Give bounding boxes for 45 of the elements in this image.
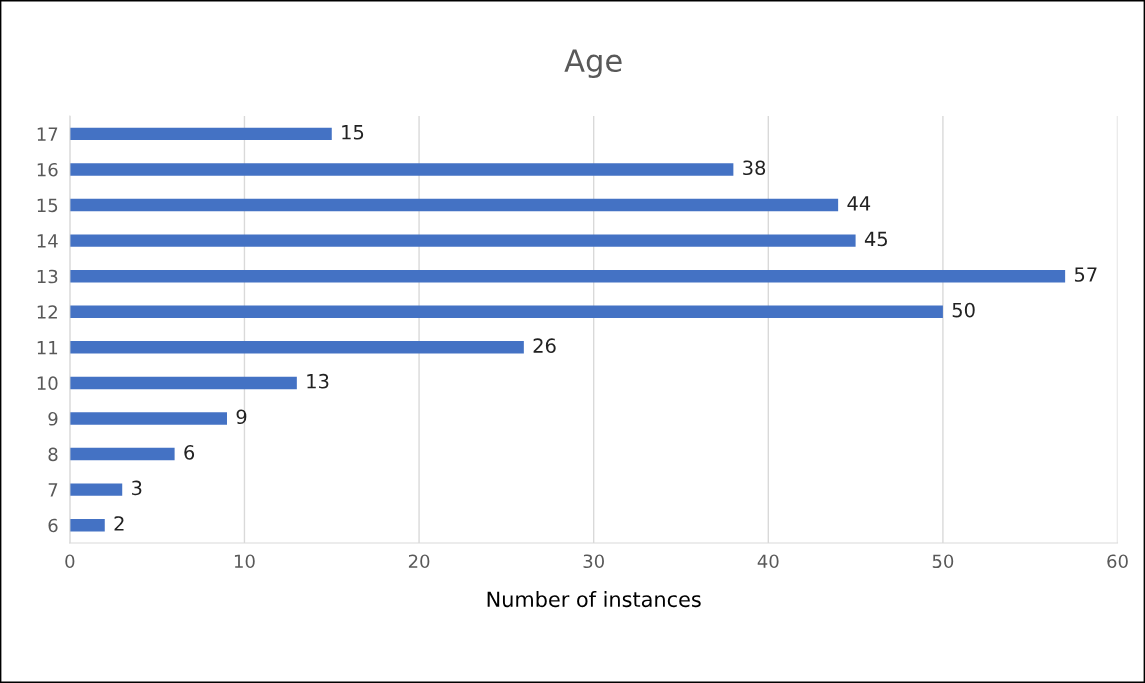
y-tick-label: 6 bbox=[48, 518, 58, 533]
bar bbox=[69, 518, 105, 532]
bar bbox=[69, 483, 123, 496]
chart-title: Age bbox=[564, 49, 622, 79]
x-tick-label: 60 bbox=[1107, 554, 1128, 569]
x-tick-label: 20 bbox=[408, 554, 430, 569]
x-tick-label: 40 bbox=[757, 554, 779, 569]
y-tick-label: 12 bbox=[37, 305, 57, 319]
bar bbox=[69, 376, 297, 390]
data-label: 45 bbox=[864, 231, 887, 247]
y-tick-label: 11 bbox=[37, 341, 58, 355]
bar bbox=[69, 127, 332, 141]
x-tick-label: 0 bbox=[65, 554, 75, 569]
data-label: 38 bbox=[743, 160, 766, 176]
bar bbox=[69, 234, 856, 247]
data-label: 26 bbox=[533, 338, 556, 353]
bar bbox=[69, 305, 943, 318]
data-label: 15 bbox=[342, 125, 364, 140]
data-label: 57 bbox=[1074, 267, 1097, 282]
data-label: 2 bbox=[114, 516, 124, 531]
bar bbox=[69, 447, 175, 461]
data-label: 50 bbox=[952, 302, 975, 318]
y-tick-label: 16 bbox=[37, 162, 58, 177]
bar bbox=[69, 412, 227, 425]
data-label: 9 bbox=[236, 409, 247, 425]
y-tick-label: 10 bbox=[37, 376, 58, 391]
bar bbox=[69, 163, 734, 176]
x-tick-label: 50 bbox=[932, 554, 954, 569]
data-label: 6 bbox=[184, 444, 195, 460]
x-tick-label: 30 bbox=[583, 554, 604, 569]
data-label: 44 bbox=[847, 196, 871, 211]
bar bbox=[69, 341, 524, 354]
y-tick-label: 13 bbox=[37, 269, 58, 284]
bar bbox=[69, 198, 839, 212]
x-axis-title: Number of instances bbox=[487, 591, 701, 608]
data-label: 13 bbox=[307, 373, 329, 389]
y-tick-label: 9 bbox=[48, 411, 58, 426]
data-label: 3 bbox=[132, 480, 142, 496]
y-tick-label: 7 bbox=[48, 483, 58, 497]
x-tick-label: 10 bbox=[234, 554, 255, 569]
y-tick-label: 15 bbox=[37, 198, 58, 213]
y-tick-label: 8 bbox=[48, 447, 58, 462]
y-tick-label: 17 bbox=[37, 127, 58, 141]
y-tick-label: 14 bbox=[37, 234, 58, 248]
bar bbox=[69, 269, 1066, 283]
